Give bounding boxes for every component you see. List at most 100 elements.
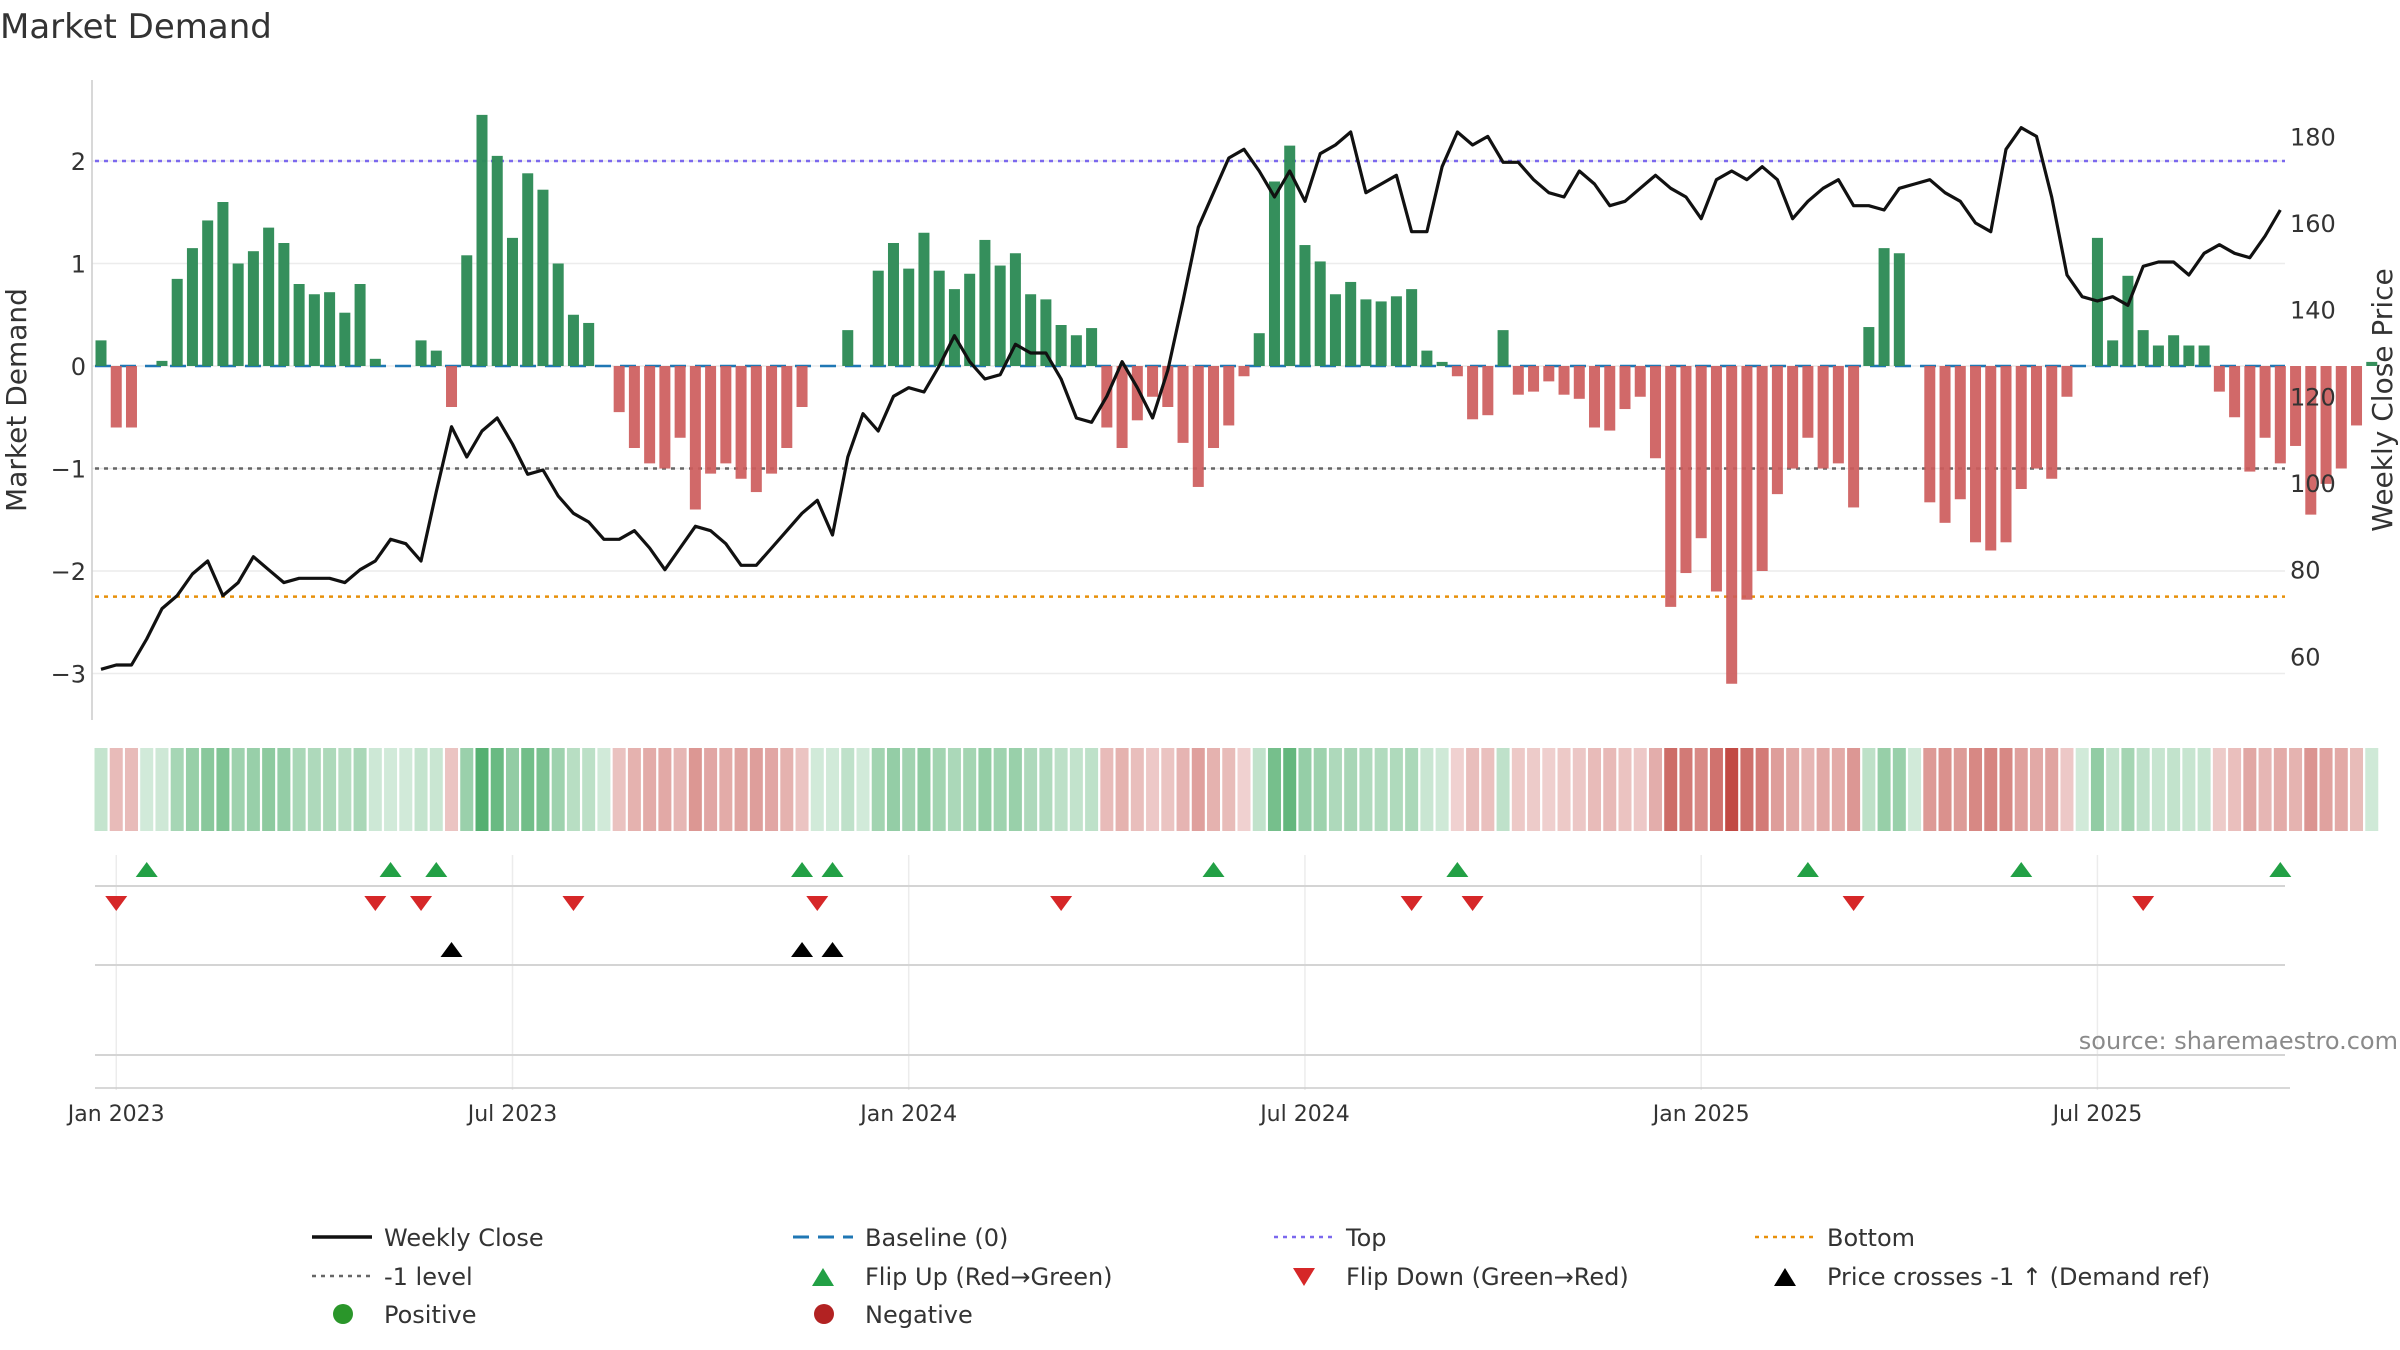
heat-cell xyxy=(1298,748,1312,831)
heat-cell xyxy=(536,748,550,831)
flip-up-marker xyxy=(821,862,844,877)
heat-cell xyxy=(490,748,504,831)
price-cross-marker xyxy=(821,942,844,957)
heat-cell xyxy=(124,748,138,831)
bar-positive xyxy=(537,189,549,366)
y-axis-title: Market Demand xyxy=(0,288,33,512)
heat-cell xyxy=(841,748,855,831)
heat-cell xyxy=(201,748,215,831)
bar-positive xyxy=(461,255,473,366)
bar-negative xyxy=(2213,366,2225,392)
flip-down-marker xyxy=(562,896,585,911)
heat-cell xyxy=(551,748,565,831)
heat-cell xyxy=(2182,748,2196,831)
bar-negative xyxy=(1512,366,1524,395)
date-tick-label: Jan 2023 xyxy=(66,1102,165,1127)
heat-cell xyxy=(582,748,596,831)
bar-negative xyxy=(1939,366,1951,523)
legend-price-cross-swatch xyxy=(1774,1268,1796,1286)
bar-negative xyxy=(1619,366,1631,410)
bar-positive xyxy=(1284,145,1296,366)
heat-cell xyxy=(886,748,900,831)
bar-negative xyxy=(110,366,122,428)
heat-cell xyxy=(2365,748,2379,831)
heat-cell xyxy=(1130,748,1144,831)
heat-cell xyxy=(1161,748,1175,831)
heat-cell xyxy=(521,748,535,831)
bar-negative xyxy=(1680,366,1692,574)
bar-negative xyxy=(1954,366,1966,500)
price-cross-marker xyxy=(440,942,463,957)
heat-cell xyxy=(1953,748,1967,831)
price-cross-marker xyxy=(791,942,814,957)
flip-up-marker xyxy=(425,862,448,877)
date-tick-label: Jul 2025 xyxy=(2051,1102,2143,1127)
heat-cell xyxy=(2090,748,2104,831)
bar-positive xyxy=(979,239,991,366)
demand-bars xyxy=(95,114,2378,684)
heat-cell xyxy=(704,748,718,831)
bar-negative xyxy=(1756,366,1768,571)
heat-cell xyxy=(1740,748,1754,831)
legend-minus-one: -1 level xyxy=(384,1263,473,1291)
bar-negative xyxy=(1543,366,1555,382)
bar-negative xyxy=(1558,366,1570,395)
flip-up-marker xyxy=(135,862,158,877)
heat-cell xyxy=(810,748,824,831)
heat-cell xyxy=(2045,748,2059,831)
bar-positive xyxy=(2168,335,2180,366)
bar-negative xyxy=(2274,366,2286,464)
bar-positive xyxy=(1299,245,1311,366)
heat-cell xyxy=(963,748,977,831)
heat-cell xyxy=(2151,748,2165,831)
heat-cell xyxy=(673,748,687,831)
source-note: source: sharemaestro.com xyxy=(2079,1027,2398,1055)
bar-positive xyxy=(95,340,107,366)
weekly-close-line xyxy=(100,126,2282,671)
bar-positive xyxy=(186,248,198,366)
y2-tick-label: 160 xyxy=(2290,210,2336,238)
heat-cell xyxy=(2289,748,2303,831)
bar-positive xyxy=(522,173,534,366)
bar-negative xyxy=(2351,366,2363,426)
bar-negative xyxy=(1131,366,1143,421)
date-tick-label: Jul 2024 xyxy=(1258,1102,1350,1127)
heat-cell xyxy=(1024,748,1038,831)
flip-down-marker xyxy=(364,896,387,911)
chart-title: Market Demand xyxy=(0,7,272,47)
flip-down-marker xyxy=(1400,896,1423,911)
legend-positive-swatch xyxy=(333,1304,353,1324)
bar-negative xyxy=(2320,366,2332,484)
y2-tick-label: 80 xyxy=(2290,557,2321,585)
bar-negative xyxy=(1451,366,1463,377)
bar-negative xyxy=(1528,366,1540,392)
heat-cell xyxy=(2273,748,2287,831)
heat-cell xyxy=(1679,748,1693,831)
flip-down-marker xyxy=(1050,896,1073,911)
bar-negative xyxy=(613,366,625,413)
bar-positive xyxy=(1360,299,1372,366)
heat-cell xyxy=(277,748,291,831)
y-tick-label: 0 xyxy=(71,353,86,381)
bar-positive xyxy=(263,227,275,366)
bar-positive xyxy=(2183,345,2195,366)
bar-positive xyxy=(918,232,930,366)
heat-cell xyxy=(947,748,961,831)
bar-positive xyxy=(2122,275,2134,366)
heat-cell xyxy=(1176,748,1190,831)
bar-positive xyxy=(2152,345,2164,366)
bar-negative xyxy=(2305,366,2317,515)
heat-cell xyxy=(643,748,657,831)
heat-cell xyxy=(2319,748,2333,831)
bar-negative xyxy=(1741,366,1753,600)
heat-cell xyxy=(231,748,245,831)
bar-negative xyxy=(1634,366,1646,397)
bar-negative xyxy=(1589,366,1601,428)
heat-cell xyxy=(719,748,733,831)
heat-cell xyxy=(627,748,641,831)
heat-cell xyxy=(1831,748,1845,831)
heat-cell xyxy=(384,748,398,831)
flip-up-marker xyxy=(1796,862,1819,877)
legend-negative-swatch xyxy=(814,1304,834,1324)
